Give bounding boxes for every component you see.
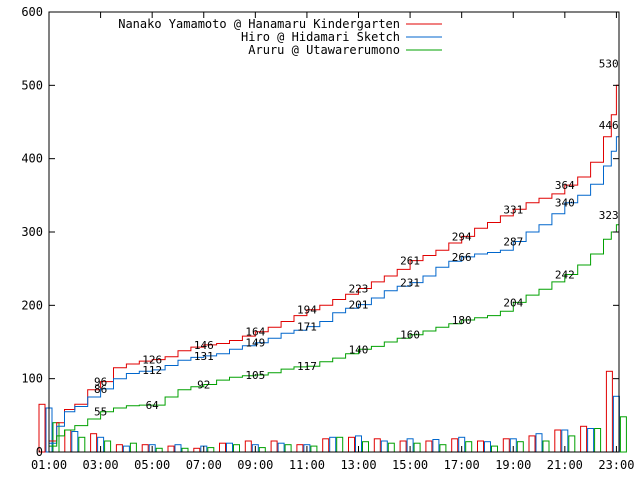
- data-label: 287: [503, 236, 523, 249]
- data-label: 92: [197, 379, 210, 392]
- data-label: 201: [349, 299, 369, 312]
- data-label: 231: [400, 277, 420, 290]
- x-tick-label: 19:00: [495, 458, 531, 472]
- data-label: 160: [400, 329, 420, 342]
- y-tick-label: 300: [21, 225, 43, 239]
- data-label: 117: [297, 360, 317, 373]
- data-label: 323: [599, 209, 619, 222]
- y-tick-label: 100: [21, 372, 43, 386]
- y-tick-label: 0: [36, 445, 43, 459]
- data-label: 446: [599, 119, 619, 132]
- data-label: 180: [452, 314, 472, 327]
- data-label: 149: [245, 337, 265, 350]
- data-label: 340: [555, 197, 575, 210]
- data-label: 364: [555, 179, 575, 192]
- data-label: 331: [503, 203, 523, 216]
- x-tick-label: 11:00: [289, 458, 325, 472]
- axes-layer: 0 100 200 300 400 500 600 01:00 03:00 05:00 07:00 0…: [21, 5, 634, 472]
- lines-layer: [49, 63, 620, 447]
- legend-label: Hiro @ Hidamari Sketch: [241, 30, 400, 44]
- y-tick-label: 600: [21, 5, 43, 19]
- data-label: 96: [94, 376, 107, 389]
- x-tick-label: 23:00: [598, 458, 634, 472]
- data-label: 294: [452, 230, 472, 243]
- y-tick-label: 500: [21, 78, 43, 92]
- x-tick-label: 13:00: [340, 458, 376, 472]
- x-tick-label: 21:00: [547, 458, 583, 472]
- x-tick-label: 09:00: [237, 458, 273, 472]
- x-tick-label: 05:00: [134, 458, 170, 472]
- y-tick-label: 200: [21, 298, 43, 312]
- x-tick-label: 07:00: [186, 458, 222, 472]
- data-label: 86: [94, 383, 107, 396]
- data-label: 112: [142, 364, 162, 377]
- data-label: 64: [146, 399, 160, 412]
- legend: Nanako Yamamoto @ Hanamaru KindergartenH…: [118, 17, 442, 57]
- data-label: 242: [555, 269, 575, 282]
- data-label: 131: [194, 350, 214, 363]
- data-label: 530: [599, 57, 619, 70]
- data-label: 194: [297, 304, 317, 317]
- data-label: 55: [94, 406, 107, 419]
- data-label: 223: [349, 283, 369, 296]
- hourly-bar-3: [619, 416, 627, 453]
- data-label: 261: [400, 255, 420, 268]
- data-label: 266: [452, 251, 472, 264]
- x-tick-label: 15:00: [392, 458, 428, 472]
- series-line-3: [49, 215, 620, 447]
- data-labels-layer: 96 126 146 164 194 223 261 294 331 364 530 86 112 131…: [94, 57, 619, 418]
- series-line-2: [49, 124, 620, 444]
- series-line-1: [49, 63, 620, 442]
- legend-label: Aruru @ Utawarerumono: [248, 43, 400, 57]
- data-label: 171: [297, 321, 317, 334]
- hourly-bar-1: [38, 403, 46, 453]
- data-label: 105: [245, 369, 265, 382]
- x-tick-label: 17:00: [444, 458, 480, 472]
- x-tick-label: 01:00: [31, 458, 67, 472]
- data-label: 204: [503, 296, 523, 309]
- data-label: 126: [142, 354, 162, 367]
- legend-label: Nanako Yamamoto @ Hanamaru Kindergarten: [118, 17, 400, 31]
- y-tick-label: 400: [21, 152, 43, 166]
- data-label: 140: [349, 343, 369, 356]
- data-label: 164: [245, 326, 265, 339]
- x-tick-label: 03:00: [83, 458, 119, 472]
- data-label: 146: [194, 339, 214, 352]
